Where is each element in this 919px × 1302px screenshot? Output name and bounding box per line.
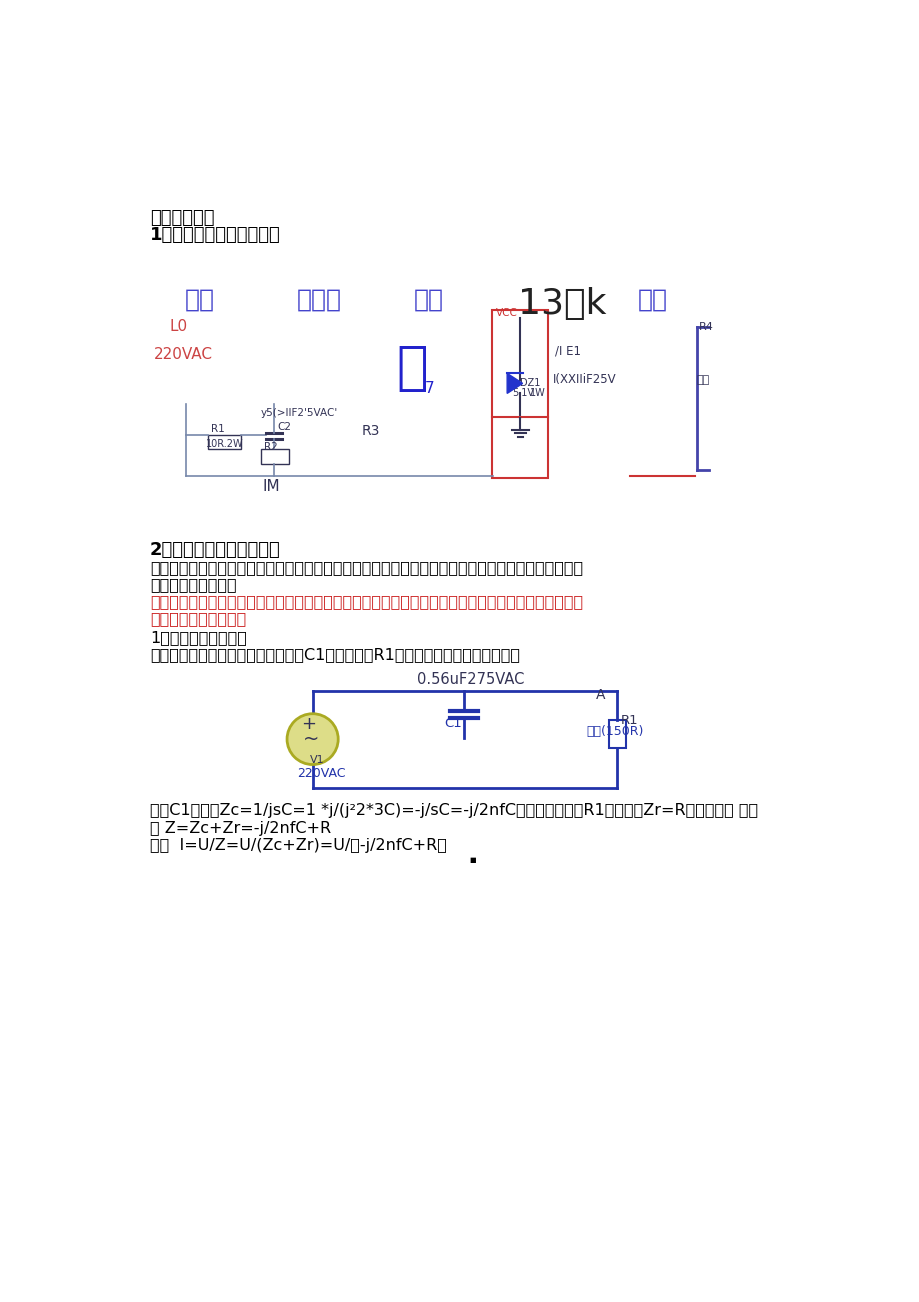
Text: 2、阻容降压基本设计要素: 2、阻容降压基本设计要素 bbox=[150, 542, 280, 560]
Text: 礼: 礼 bbox=[396, 342, 427, 395]
Text: R1: R1 bbox=[210, 424, 224, 434]
Text: 5.1V: 5.1V bbox=[512, 388, 534, 398]
Text: DZ1: DZ1 bbox=[519, 378, 539, 388]
Text: VCC: VCC bbox=[495, 307, 517, 318]
Polygon shape bbox=[506, 374, 522, 393]
Text: 为 Z=Zc+Zr=-j/2nfC+R: 为 Z=Zc+Zr=-j/2nfC+R bbox=[150, 820, 331, 836]
Bar bbox=[260, 449, 289, 465]
Text: C1: C1 bbox=[444, 717, 461, 730]
Text: 此处与线性变压器电源的区别：阻容降压电源是通过负载电流选定电容；线性变压器电源是通过负载电: 此处与线性变压器电源的区别：阻容降压电源是通过负载电流选定电容；线性变压器电源是… bbox=[150, 595, 583, 609]
Circle shape bbox=[287, 713, 338, 764]
Text: 220VAC: 220VAC bbox=[153, 348, 212, 362]
Bar bbox=[492, 310, 548, 478]
Text: 负载(150R): 负载(150R) bbox=[585, 725, 643, 738]
Text: 油浸电容最理想）。: 油浸电容最理想）。 bbox=[150, 577, 236, 592]
Text: R3: R3 bbox=[361, 424, 380, 437]
Text: 所以  I=U/Z=U/(Zc+Zr)=U/（-j/2nfC+R）: 所以 I=U/Z=U/(Zc+Zr)=U/（-j/2nfC+R） bbox=[150, 838, 447, 853]
Text: V1: V1 bbox=[309, 755, 323, 764]
Text: 三、阻容降压: 三、阻容降压 bbox=[150, 208, 214, 227]
Text: R1: R1 bbox=[619, 713, 637, 727]
Text: +: + bbox=[301, 715, 315, 733]
Text: R2: R2 bbox=[264, 443, 278, 452]
Text: y5(>IIF2'5VAC': y5(>IIF2'5VAC' bbox=[260, 409, 337, 418]
Text: ■: ■ bbox=[469, 857, 475, 863]
Text: 电容C1的容抗Zc=1/jsC=1 *j/(j²2*3C)=-j/sC=-j/2nfC（负值），电阻R1的阻抗为Zr=R，总的等效 阻抗: 电容C1的容抗Zc=1/jsC=1 *j/(j²2*3C)=-j/sC=-j/2… bbox=[150, 803, 757, 818]
Text: IM: IM bbox=[262, 479, 279, 495]
Text: I(XXIIiF25V: I(XXIIiF25V bbox=[552, 374, 616, 387]
Text: 7: 7 bbox=[425, 381, 434, 396]
Text: 压和功率选定变压器。: 压和功率选定变压器。 bbox=[150, 612, 246, 626]
Text: 期降爪: 期降爪 bbox=[297, 288, 342, 311]
Text: 滤波: 滤波 bbox=[638, 288, 667, 311]
Text: 13）k: 13）k bbox=[517, 288, 606, 322]
Text: 幣流: 幣流 bbox=[413, 288, 443, 311]
Text: 电路设计时，应先确定负载最大工作电流，通过此电流值计算电容容值大小，从而选取适当电容（铁壳: 电路设计时，应先确定负载最大工作电流，通过此电流值计算电容容值大小，从而选取适当… bbox=[150, 560, 583, 575]
Text: 负载: 负载 bbox=[696, 375, 709, 385]
Text: 1）阻容降压电流计算: 1）阻容降压电流计算 bbox=[150, 630, 246, 644]
Text: 电源: 电源 bbox=[185, 288, 214, 311]
Text: L0: L0 bbox=[169, 319, 187, 335]
Text: 10R.2W: 10R.2W bbox=[206, 439, 244, 449]
Text: /I E1: /I E1 bbox=[554, 345, 581, 358]
Text: 220VAC: 220VAC bbox=[297, 767, 346, 780]
Text: A: A bbox=[596, 687, 605, 702]
Text: R4: R4 bbox=[698, 323, 713, 332]
Text: 阻容降压电路可以等效为由降压电容C1和负载电阻R1组成，电阻和电容串联分压。: 阻容降压电路可以等效为由降压电容C1和负载电阻R1组成，电阻和电容串联分压。 bbox=[150, 647, 519, 661]
Text: C2: C2 bbox=[278, 422, 291, 432]
Text: 1、阻容降压电路组成部分: 1、阻容降压电路组成部分 bbox=[150, 225, 280, 243]
Text: 0.56uF275VAC: 0.56uF275VAC bbox=[417, 672, 524, 687]
Text: 1W: 1W bbox=[529, 388, 545, 398]
Bar bbox=[208, 435, 240, 449]
Text: ~: ~ bbox=[303, 729, 320, 749]
Bar bbox=[608, 720, 625, 747]
